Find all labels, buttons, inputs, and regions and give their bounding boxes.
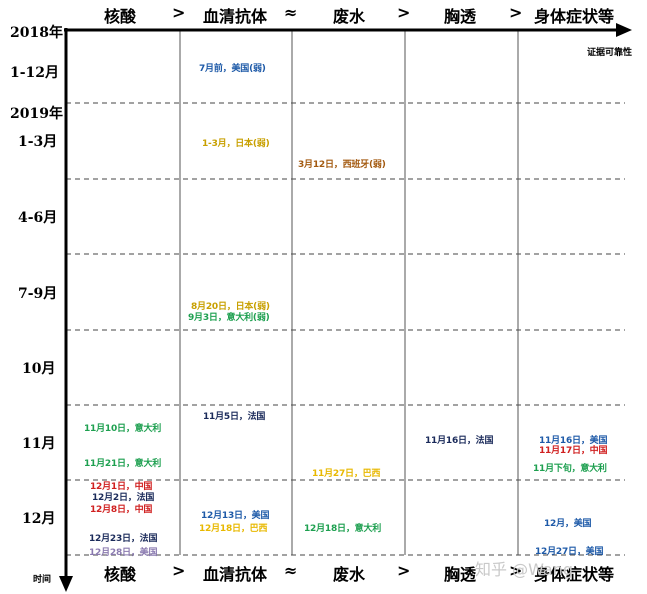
event-label: 12月23日，法国 bbox=[89, 534, 158, 544]
column-header-wastewater: 废水 bbox=[333, 7, 366, 26]
event-label: 12月18日，巴西 bbox=[199, 524, 268, 534]
y-axis-label: 时间 bbox=[33, 575, 52, 585]
event-label: 3月12日，西班牙(弱) bbox=[298, 160, 386, 170]
time-label-2018: 2018年 bbox=[10, 25, 63, 41]
separator-greater: > bbox=[172, 3, 186, 22]
separator-approx: ≈ bbox=[284, 3, 298, 22]
event-label: 11月16日，美国 bbox=[539, 436, 608, 446]
time-label-q1: 1-3月 bbox=[18, 134, 58, 150]
column-header-antibody: 血清抗体 bbox=[203, 7, 268, 26]
separator-greater: > bbox=[397, 561, 411, 580]
event-label: 11月5日，法国 bbox=[203, 412, 266, 422]
x-axis-label: 证据可靠性 bbox=[587, 48, 633, 58]
event-label: 12月8日，中国 bbox=[90, 505, 153, 515]
event-label: 7月前，美国(弱) bbox=[199, 64, 266, 74]
y-axis-arrowhead bbox=[59, 576, 73, 592]
event-label: 11月17日，中国 bbox=[539, 446, 608, 456]
event-label: 11月16日，法国 bbox=[425, 436, 494, 446]
event-label: 12月13日，美国 bbox=[201, 511, 270, 521]
separator-greater: > bbox=[172, 561, 186, 580]
event-label: 12月，美国 bbox=[544, 519, 592, 529]
time-label-2019: 2019年 bbox=[10, 106, 63, 122]
event-label: 12月2日，法国 bbox=[92, 493, 155, 503]
event-label: 1-3月，日本(弱) bbox=[202, 139, 270, 149]
column-header-symptoms: 身体症状等 bbox=[534, 7, 615, 26]
column-header-nucleic-acid: 核酸 bbox=[104, 7, 137, 26]
event-label: 12月27日，美国 bbox=[535, 547, 604, 557]
column-footer-antibody: 血清抗体 bbox=[203, 565, 268, 584]
separator-approx: ≈ bbox=[284, 561, 298, 580]
event-label: 11月10日，意大利 bbox=[84, 424, 162, 434]
column-footer-chest-xray: 胸透 bbox=[444, 565, 477, 584]
time-label-q2: 4-6月 bbox=[18, 210, 58, 226]
event-label: 8月20日，日本(弱) bbox=[191, 302, 270, 312]
column-footer-symptoms: 身体症状等 bbox=[534, 565, 615, 584]
time-label-q3: 7-9月 bbox=[18, 286, 58, 302]
time-label-oct: 10月 bbox=[22, 361, 56, 377]
time-label-2018-months: 1-12月 bbox=[10, 65, 60, 81]
watermark: 知乎 @Wang bbox=[475, 560, 573, 579]
separator-greater: > bbox=[509, 3, 523, 22]
event-label: 12月18日，意大利 bbox=[304, 524, 382, 534]
column-footer-nucleic-acid: 核酸 bbox=[104, 565, 137, 584]
event-label: 11月21日，意大利 bbox=[84, 459, 162, 469]
x-axis-arrowhead bbox=[616, 23, 632, 37]
time-label-dec: 12月 bbox=[22, 511, 56, 527]
separator-greater: > bbox=[509, 561, 523, 580]
event-label: 11月27日，巴西 bbox=[312, 469, 381, 479]
event-label: 12月28日，美国 bbox=[89, 548, 158, 558]
event-label: 9月3日，意大利(弱) bbox=[188, 313, 270, 323]
column-header-chest-xray: 胸透 bbox=[444, 7, 477, 26]
event-label: 12月1日，中国 bbox=[90, 482, 153, 492]
event-label: 11月下旬，意大利 bbox=[533, 464, 607, 474]
separator-greater: > bbox=[397, 3, 411, 22]
time-label-nov: 11月 bbox=[22, 436, 56, 452]
column-footer-wastewater: 废水 bbox=[333, 565, 366, 584]
